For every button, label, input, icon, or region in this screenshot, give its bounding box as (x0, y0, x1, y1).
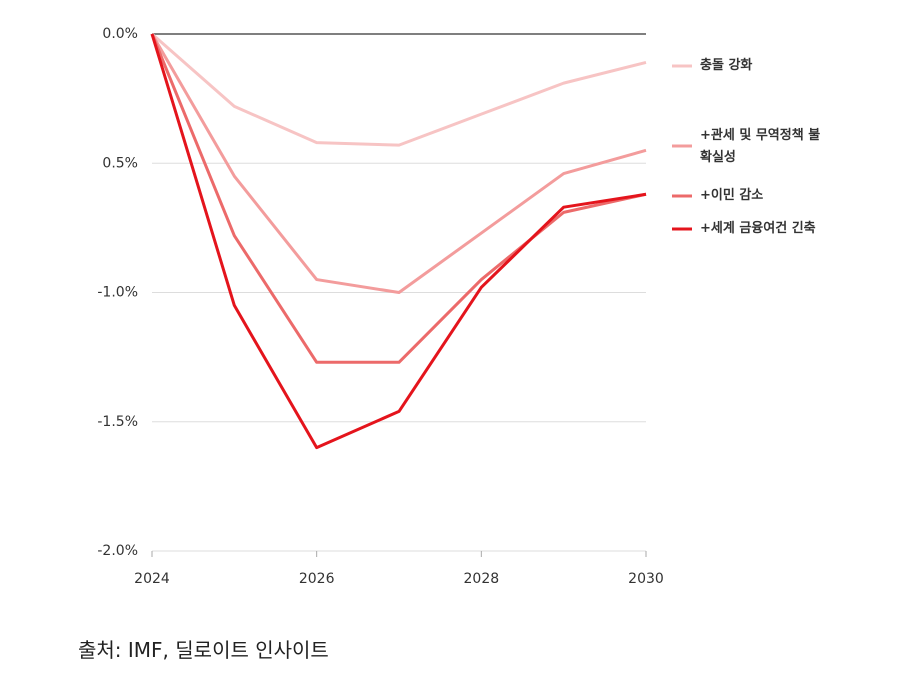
y-tick-label: 0.0% (102, 26, 138, 42)
series-line (150, 33, 647, 364)
x-tick-label: 2028 (464, 571, 500, 587)
series-line (151, 32, 647, 147)
legend-label: 충돌 강화 (700, 58, 753, 73)
legend-label: +이민 감소 (700, 188, 764, 203)
series-line (150, 33, 647, 450)
x-tick-label: 2030 (628, 571, 664, 587)
x-tick-label: 2024 (134, 571, 170, 587)
y-tick-label: -2.0% (97, 543, 138, 559)
source: 출처: IMF, 딜로이트 인사이트 (78, 638, 329, 662)
legend-label: +세계 금융여건 긴축 (700, 221, 816, 236)
y-tick-label: -1.0% (97, 285, 138, 301)
y-tick-label: 0.5% (102, 155, 138, 171)
series-line (150, 33, 647, 294)
y-tick-label: -1.5% (97, 414, 138, 430)
legend-label: +관세 및 무역정책 불확실성 (700, 128, 821, 165)
x-tick-label: 2026 (299, 571, 335, 587)
